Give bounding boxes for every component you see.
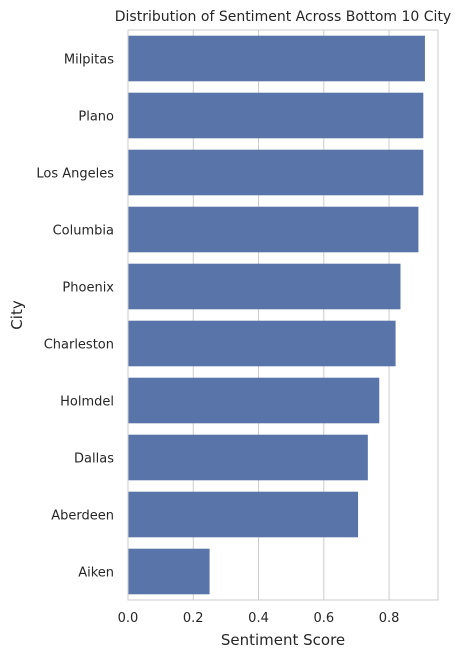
bar: [128, 320, 396, 367]
bar: [128, 263, 401, 310]
category-label: Charleston: [44, 338, 114, 353]
category-label: Plano: [78, 110, 114, 125]
bar: [128, 434, 368, 481]
x-tick-labels: 0.0 0.2 0.4 0.6 0.8: [118, 611, 400, 626]
x-tick-label: 0.8: [379, 611, 400, 626]
bar: [128, 35, 425, 82]
x-tick-label: 0.0: [118, 611, 139, 626]
bar: [128, 92, 424, 139]
category-labels: Milpitas Plano Los Angeles Columbia Phoenix C…: [36, 53, 114, 581]
category-label: Aiken: [78, 566, 114, 581]
category-label: Los Angeles: [36, 167, 114, 182]
bar: [128, 491, 359, 538]
x-tick-label: 0.6: [313, 611, 334, 626]
bar: [128, 149, 424, 196]
bar: [128, 206, 419, 253]
x-tick-label: 0.2: [183, 611, 204, 626]
chart-title: Distribution of Sentiment Across Bottom …: [115, 9, 451, 25]
bar: [128, 548, 210, 595]
x-tick-label: 0.4: [248, 611, 269, 626]
bar: [128, 377, 380, 424]
plot-frame: [127, 29, 439, 601]
category-label: Milpitas: [64, 53, 114, 68]
category-label: Columbia: [53, 224, 114, 239]
y-axis-label: City: [8, 300, 26, 330]
category-label: Phoenix: [62, 281, 114, 296]
x-axis-label: Sentiment Score: [221, 631, 345, 649]
category-label: Aberdeen: [51, 509, 114, 524]
category-label: Holmdel: [60, 395, 114, 410]
category-label: Dallas: [74, 452, 114, 467]
bars: [128, 35, 425, 595]
